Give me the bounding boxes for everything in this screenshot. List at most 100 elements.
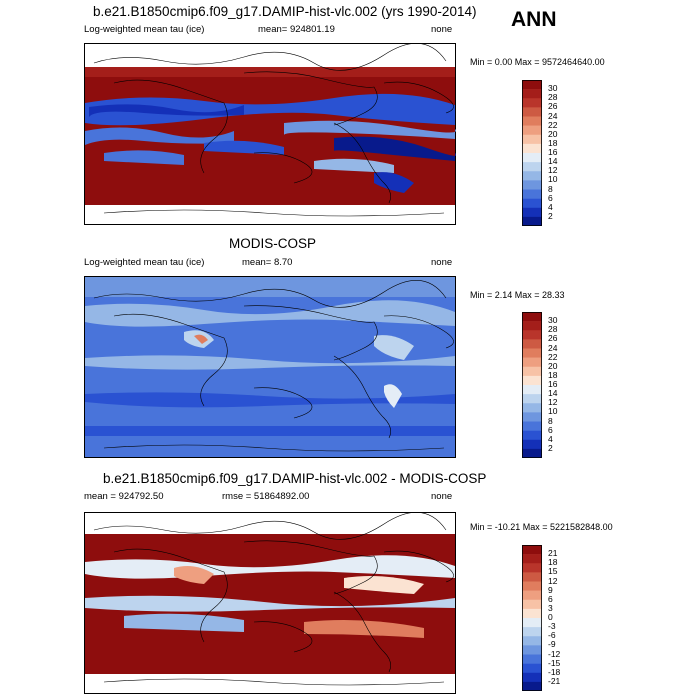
colorbar-tick-label: 6 <box>548 424 553 435</box>
colorbar-swatch <box>522 439 542 450</box>
colorbar-tick-label: 26 <box>548 101 558 112</box>
colorbar-tick-label: -3 <box>548 621 556 632</box>
colorbar-tick-label: 18 <box>548 369 558 380</box>
colorbar-swatch <box>522 207 542 218</box>
colorbar-swatch <box>522 162 542 172</box>
colorbar-tick-label: 14 <box>548 156 558 167</box>
colorbar-swatch <box>522 554 542 564</box>
colorbar-swatch <box>522 394 542 404</box>
colorbar-swatch <box>522 312 542 322</box>
colorbar-tick-label: 21 <box>548 548 558 559</box>
colorbar-swatch <box>522 125 542 136</box>
panel-2-units-label: none <box>431 257 453 268</box>
colorbar-swatch <box>522 618 542 628</box>
panel-3-mean-label: mean = 924792.50 <box>84 491 164 502</box>
panel-3-rmse-label: rmse = 51864892.00 <box>222 491 310 502</box>
panel-2-map <box>84 276 456 458</box>
colorbar-swatch <box>522 134 542 145</box>
colorbar-swatch <box>522 116 542 126</box>
panel-1-map <box>84 43 456 225</box>
panel-1-title: b.e21.B1850cmip6.f09_g17.DAMIP-hist-vlc.… <box>93 4 477 19</box>
colorbar-tick-label: 20 <box>548 128 558 139</box>
panel-2-colorbar <box>522 312 542 458</box>
colorbar-border <box>522 312 542 458</box>
colorbar-swatch <box>522 321 542 331</box>
colorbar-swatch <box>522 563 542 573</box>
colorbar-border <box>522 545 542 691</box>
colorbar-swatch <box>522 421 542 431</box>
colorbar-swatch <box>522 663 542 674</box>
colorbar-tick-label: -18 <box>548 666 561 677</box>
panel-2-colorbar-svg <box>522 312 542 458</box>
colorbar-tick-label: 20 <box>548 360 558 371</box>
colorbar-swatch <box>522 545 542 555</box>
colorbar-tick-label: 12 <box>548 575 558 586</box>
colorbar-swatch <box>522 339 542 349</box>
colorbar-tick-label: -15 <box>548 657 561 668</box>
colorbar-tick-label: 8 <box>548 415 553 426</box>
colorbar-swatch <box>522 375 542 386</box>
colorbar-tick-label: 0 <box>548 612 553 622</box>
colorbar-tick-label: 8 <box>548 183 553 194</box>
colorbar-swatch <box>522 80 542 90</box>
colorbar-swatch <box>522 608 542 619</box>
panel-1-map-svg <box>84 43 456 225</box>
colorbar-tick-label: 9 <box>548 584 553 595</box>
colorbar-swatch <box>522 581 542 591</box>
colorbar-swatch <box>522 636 542 646</box>
colorbar-tick-label: 2 <box>548 442 553 453</box>
season-label: ANN <box>511 8 557 31</box>
colorbar-tick-label: 15 <box>548 566 558 577</box>
colorbar-tick-label: -6 <box>548 630 556 641</box>
colorbar-swatch <box>522 654 542 664</box>
colorbar-swatch <box>522 189 542 199</box>
colorbar-swatch <box>522 180 542 190</box>
panel-2-map-svg <box>84 276 456 458</box>
colorbar-tick-label: 12 <box>548 165 558 176</box>
colorbar-tick-label: 4 <box>548 201 553 212</box>
colorbar-swatch <box>522 627 542 637</box>
colorbar-swatch <box>522 153 542 163</box>
colorbar-swatch <box>522 448 542 458</box>
colorbar-tick-label: 28 <box>548 324 558 335</box>
colorbar-swatch <box>522 348 542 358</box>
panel-2-minmax: Min = 2.14 Max = 28.33 <box>470 290 565 300</box>
colorbar-swatch <box>522 107 542 117</box>
colorbar-tick-label: 28 <box>548 92 558 103</box>
colorbar-tick-label: -21 <box>548 675 561 686</box>
colorbar-tick-label: 3 <box>548 602 553 613</box>
colorbar-tick-label: 24 <box>548 110 558 121</box>
colorbar-tick-label: 14 <box>548 388 558 399</box>
colorbar-swatch <box>522 590 542 601</box>
colorbar-tick-label: 18 <box>548 557 558 568</box>
colorbar-tick-label: 2 <box>548 210 553 221</box>
colorbar-swatch <box>522 403 542 413</box>
panel-1-colorbar-svg <box>522 80 542 226</box>
colorbar-tick-label: 22 <box>548 119 558 130</box>
colorbar-swatch <box>522 216 542 226</box>
colorbar-swatch <box>522 430 542 441</box>
colorbar-tick-label: 30 <box>548 315 558 326</box>
colorbar-border <box>522 80 542 226</box>
colorbar-swatch <box>522 98 542 108</box>
panel-1-variable-label: Log-weighted mean tau (ice) <box>84 24 205 35</box>
panel-1-minmax: Min = 0.00 Max = 9572464640.00 <box>470 57 605 67</box>
colorbar-swatch <box>522 681 542 691</box>
panel-3-map-svg <box>84 512 456 694</box>
colorbar-tick-label: 10 <box>548 174 558 185</box>
colorbar-swatch <box>522 143 542 154</box>
colorbar-tick-label: 30 <box>548 83 558 94</box>
colorbar-tick-label: 6 <box>548 593 553 604</box>
colorbar-swatch <box>522 357 542 368</box>
colorbar-tick-label: 4 <box>548 433 553 444</box>
panel-2-mean-label: mean= 8.70 <box>242 257 293 268</box>
colorbar-swatch <box>522 171 542 181</box>
panel-2-title: MODIS-COSP <box>229 236 317 251</box>
panel-3-colorbar-svg <box>522 545 542 691</box>
colorbar-swatch <box>522 572 542 582</box>
panel-3-title: b.e21.B1850cmip6.f09_g17.DAMIP-hist-vlc.… <box>103 471 487 486</box>
colorbar-swatch <box>522 599 542 610</box>
colorbar-tick-label: 6 <box>548 192 553 203</box>
colorbar-tick-label: -9 <box>548 639 556 650</box>
panel-3-colorbar <box>522 545 542 691</box>
